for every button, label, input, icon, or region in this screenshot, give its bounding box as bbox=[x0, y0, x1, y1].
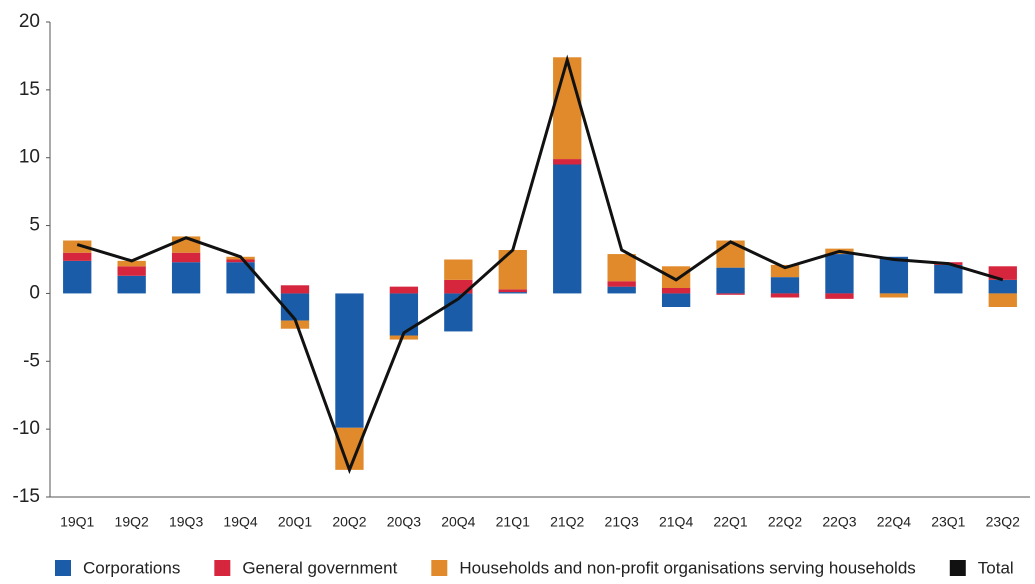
bar bbox=[988, 293, 1017, 307]
bar bbox=[63, 260, 92, 294]
bar bbox=[498, 292, 527, 294]
y-tick-label: 5 bbox=[29, 215, 40, 236]
bar bbox=[770, 293, 800, 298]
x-tick-label: 22Q2 bbox=[768, 514, 802, 530]
bar bbox=[498, 289, 527, 293]
legend-label: Households and non-profit organisations … bbox=[459, 558, 915, 577]
bar bbox=[879, 293, 909, 298]
bar bbox=[553, 159, 582, 165]
y-tick-label: 15 bbox=[19, 79, 40, 100]
bar bbox=[661, 266, 691, 288]
legend-swatch bbox=[55, 560, 71, 576]
bar bbox=[444, 259, 473, 280]
y-tick-label: -10 bbox=[13, 418, 40, 439]
legend-label: Corporations bbox=[83, 558, 180, 577]
bar bbox=[117, 260, 146, 267]
x-tick-label: 20Q4 bbox=[441, 514, 475, 530]
y-tick-label: 0 bbox=[29, 282, 40, 303]
bar bbox=[63, 240, 92, 253]
line bbox=[76, 54, 1004, 475]
bar bbox=[988, 279, 1017, 294]
x-tick-label: 19Q1 bbox=[60, 514, 94, 530]
x-tick-label: 20Q3 bbox=[387, 514, 421, 530]
bar bbox=[879, 256, 909, 294]
bar bbox=[117, 266, 146, 276]
bar bbox=[117, 275, 146, 294]
bar bbox=[825, 293, 854, 299]
x-tick-label: 19Q4 bbox=[223, 514, 257, 530]
legend-label: General government bbox=[242, 558, 397, 577]
bar bbox=[226, 259, 255, 263]
bar bbox=[716, 240, 745, 268]
bar bbox=[498, 250, 527, 290]
legend-swatch bbox=[214, 560, 231, 576]
x-tick-label: 22Q4 bbox=[877, 514, 911, 530]
x-tick-label: 21Q4 bbox=[659, 514, 693, 530]
x-tick-label: 22Q3 bbox=[822, 514, 856, 530]
x-tick-label: 23Q1 bbox=[931, 514, 965, 530]
bar bbox=[607, 281, 636, 287]
y-tick-label: 10 bbox=[19, 147, 40, 168]
bar bbox=[553, 57, 582, 160]
bar bbox=[716, 293, 745, 295]
x-tick-label: 20Q1 bbox=[278, 514, 312, 530]
y-tick-label: 20 bbox=[19, 11, 40, 32]
x-tick-label: 21Q3 bbox=[605, 514, 639, 530]
bar bbox=[661, 288, 691, 294]
bar bbox=[770, 277, 800, 294]
bar bbox=[444, 279, 473, 294]
x-tick-label: 22Q1 bbox=[713, 514, 747, 530]
bar bbox=[389, 335, 419, 340]
bar bbox=[63, 252, 92, 261]
bar bbox=[280, 285, 310, 294]
bar bbox=[553, 164, 582, 294]
x-tick-label: 20Q2 bbox=[332, 514, 366, 530]
bar bbox=[171, 262, 201, 294]
x-tick-label: 21Q1 bbox=[496, 514, 530, 530]
bar bbox=[607, 254, 636, 282]
bar bbox=[335, 293, 364, 428]
y-tick-label: -5 bbox=[23, 350, 40, 371]
bar bbox=[770, 264, 800, 278]
bar bbox=[825, 254, 854, 294]
bar bbox=[934, 264, 963, 294]
bar bbox=[280, 320, 310, 329]
bar bbox=[661, 293, 691, 307]
bar bbox=[607, 286, 636, 294]
bar bbox=[716, 267, 745, 294]
x-tick-label: 19Q2 bbox=[115, 514, 149, 530]
legend-label: Total bbox=[978, 558, 1014, 577]
y-tick-label: -15 bbox=[13, 486, 40, 507]
bar bbox=[389, 286, 419, 294]
bar bbox=[389, 293, 419, 336]
x-tick-label: 19Q3 bbox=[169, 514, 203, 530]
x-tick-label: 23Q2 bbox=[986, 514, 1020, 530]
x-tick-label: 21Q2 bbox=[550, 514, 584, 530]
legend-swatch bbox=[949, 560, 966, 576]
legend-swatch bbox=[431, 560, 448, 576]
bar bbox=[171, 252, 201, 263]
